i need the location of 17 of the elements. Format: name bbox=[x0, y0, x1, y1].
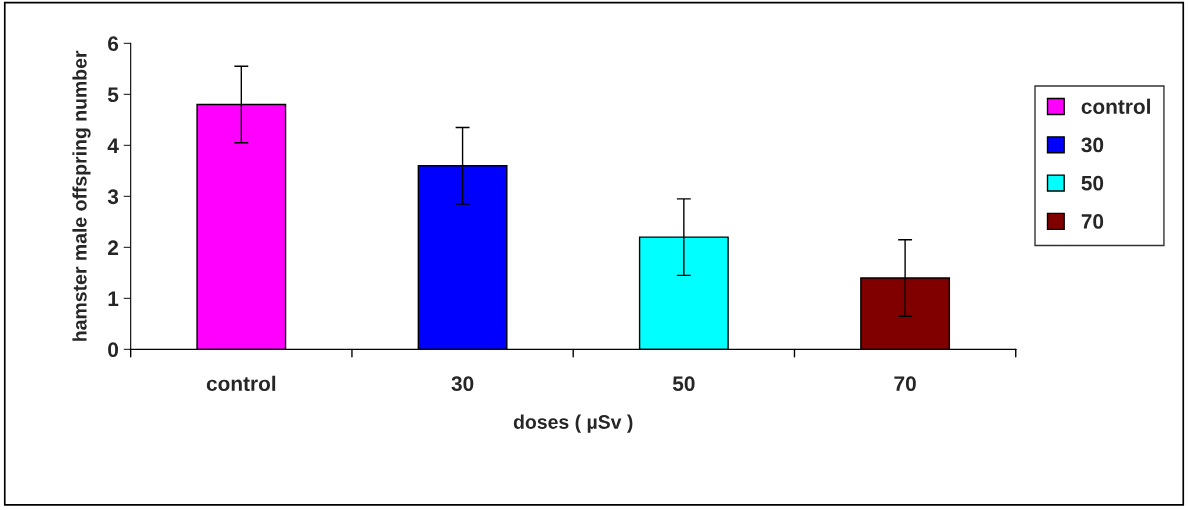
y-tick-label: 2 bbox=[108, 240, 119, 255]
x-tick-label: control bbox=[206, 375, 276, 392]
x-tick-label: 70 bbox=[894, 376, 916, 392]
y-tick-label: 0 bbox=[108, 342, 119, 358]
y-tick-label: 5 bbox=[107, 87, 119, 103]
y-tick-label: 3 bbox=[107, 189, 119, 205]
y-axis-title: hamster male offspring number bbox=[72, 50, 91, 341]
legend-label: 50 bbox=[1081, 175, 1104, 191]
y-tick-label: 1 bbox=[108, 291, 119, 306]
y-tick-label: 6 bbox=[108, 36, 119, 52]
legend-label: 70 bbox=[1081, 214, 1104, 229]
legend-label: control bbox=[1081, 98, 1150, 114]
y-tick-label: 4 bbox=[107, 138, 119, 153]
x-axis-title: doses ( µSv ) bbox=[513, 414, 633, 433]
x-tick-label: 30 bbox=[451, 376, 474, 392]
legend-label: 30 bbox=[1081, 137, 1104, 153]
x-tick-label: 50 bbox=[672, 376, 695, 392]
